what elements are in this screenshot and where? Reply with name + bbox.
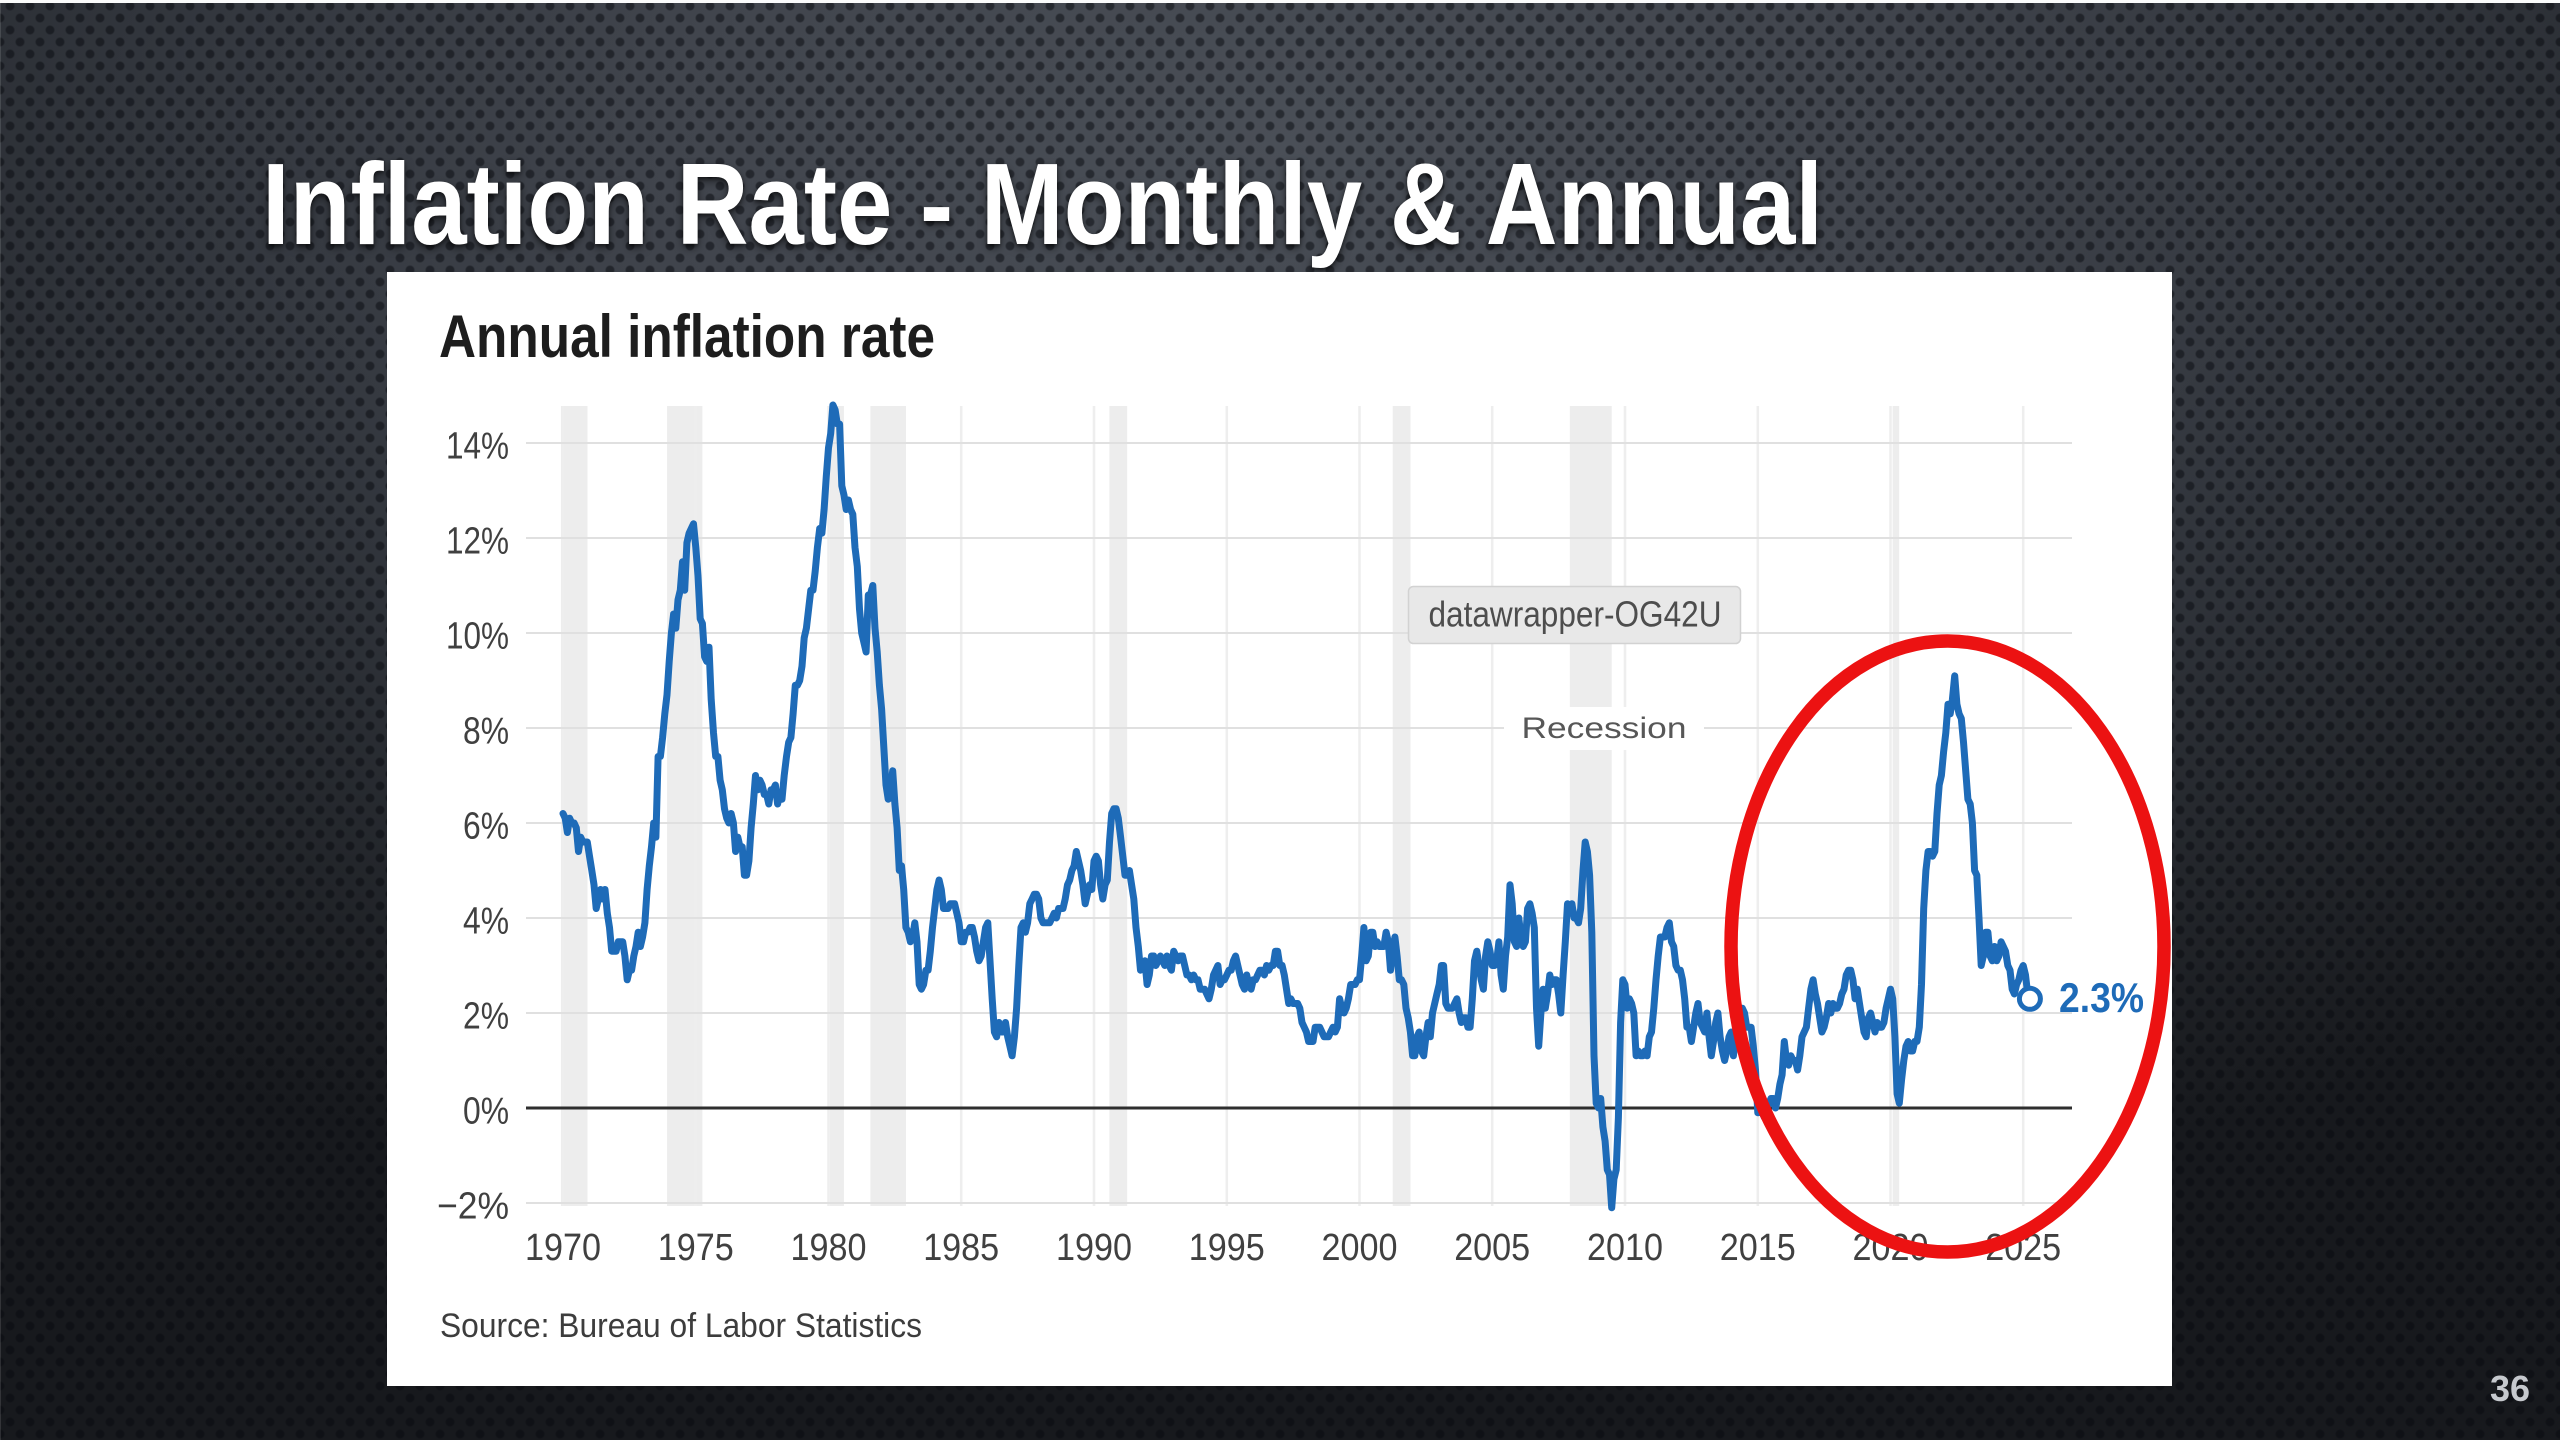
svg-text:8%: 8% <box>463 711 509 753</box>
svg-text:1995: 1995 <box>1189 1227 1265 1269</box>
svg-text:2015: 2015 <box>1720 1227 1796 1269</box>
svg-text:2005: 2005 <box>1454 1227 1530 1269</box>
svg-text:1970: 1970 <box>525 1227 601 1269</box>
svg-text:1980: 1980 <box>791 1227 867 1269</box>
svg-text:4%: 4% <box>463 901 509 943</box>
svg-text:1975: 1975 <box>658 1227 734 1269</box>
svg-text:1985: 1985 <box>923 1227 999 1269</box>
svg-text:0%: 0% <box>463 1091 509 1133</box>
svg-text:datawrapper-OG42U: datawrapper-OG42U <box>1429 594 1722 635</box>
svg-text:6%: 6% <box>463 806 509 848</box>
svg-text:Annual inflation rate: Annual inflation rate <box>439 303 935 370</box>
svg-text:1990: 1990 <box>1056 1227 1132 1269</box>
svg-text:Recession: Recession <box>1522 712 1687 745</box>
svg-text:2%: 2% <box>463 996 509 1038</box>
svg-text:Source: Bureau of Labor Statis: Source: Bureau of Labor Statistics <box>440 1307 922 1345</box>
svg-text:2010: 2010 <box>1587 1227 1663 1269</box>
svg-text:−2%: −2% <box>437 1186 509 1228</box>
svg-text:14%: 14% <box>446 426 509 468</box>
svg-text:10%: 10% <box>446 616 509 658</box>
svg-text:2.3%: 2.3% <box>2059 974 2144 1021</box>
svg-text:12%: 12% <box>446 521 509 563</box>
svg-text:2000: 2000 <box>1322 1227 1398 1269</box>
